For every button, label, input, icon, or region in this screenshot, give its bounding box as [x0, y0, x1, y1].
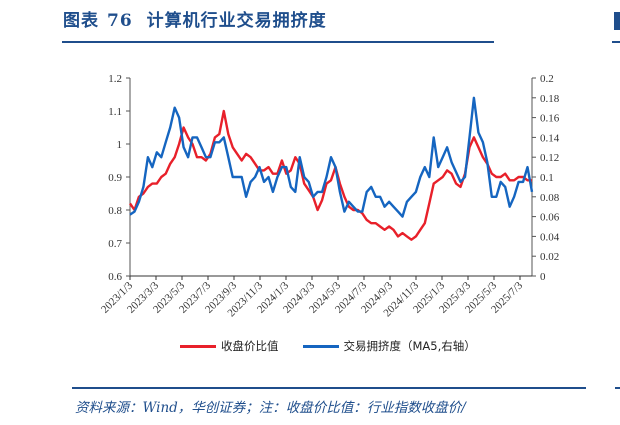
left-y-tick-label: 0.9	[108, 172, 122, 184]
right-y-tick-label: 0.02	[540, 251, 559, 263]
title-divider	[62, 41, 494, 43]
right-y-tick-label: 0.06	[540, 212, 560, 224]
adjacent-title-divider	[612, 41, 620, 43]
figure-number: 76	[107, 11, 133, 31]
legend-swatch-red	[180, 344, 216, 348]
left-y-tick-label: 0.6	[108, 271, 122, 283]
left-y-tick-label: 1.1	[108, 106, 122, 118]
legend-label: 收盘价比值	[221, 339, 279, 353]
left-y-tick-label: 1	[117, 139, 123, 151]
source-note: 资料来源：Wind，华创证券；注：收盘价比值：行业指数收盘价/	[75, 400, 466, 416]
figure-label: 图表	[63, 11, 99, 31]
adjacent-source-divider	[615, 387, 620, 389]
chart-title: 计算机行业交易拥挤度	[146, 11, 327, 31]
close-ratio-line	[129, 109, 532, 241]
legend-item-close-ratio: 收盘价比值	[180, 338, 279, 354]
legend-item-crowding: 交易拥挤度（MA5,右轴）	[302, 338, 476, 354]
right-y-tick-label: 0.16	[540, 113, 560, 125]
legend-label: 交易拥挤度（MA5,右轴）	[343, 339, 476, 353]
legend-swatch-blue	[302, 344, 339, 348]
right-y-tick-label: 0.14	[540, 132, 560, 144]
left-y-tick-label: 0.7	[108, 238, 122, 250]
source-divider	[72, 387, 586, 389]
right-y-tick-label: 0.12	[540, 152, 559, 164]
right-y-tick-label: 0	[540, 271, 546, 283]
crowding-line	[129, 96, 534, 218]
right-y-tick-label: 0.18	[540, 93, 560, 105]
left-y-tick-label: 0.8	[108, 205, 122, 217]
right-y-tick-label: 0.1	[540, 172, 554, 184]
right-y-tick-label: 0.2	[540, 73, 554, 85]
right-y-tick-label: 0.04	[540, 231, 560, 243]
left-y-tick-label: 1.2	[108, 73, 122, 85]
adjacent-panel-edge	[614, 12, 620, 30]
figure-title: 图表 76 计算机行业交易拥挤度	[63, 6, 327, 31]
right-y-tick-label: 0.08	[540, 192, 560, 204]
chart-legend: 收盘价比值 交易拥挤度（MA5,右轴）	[180, 338, 500, 354]
